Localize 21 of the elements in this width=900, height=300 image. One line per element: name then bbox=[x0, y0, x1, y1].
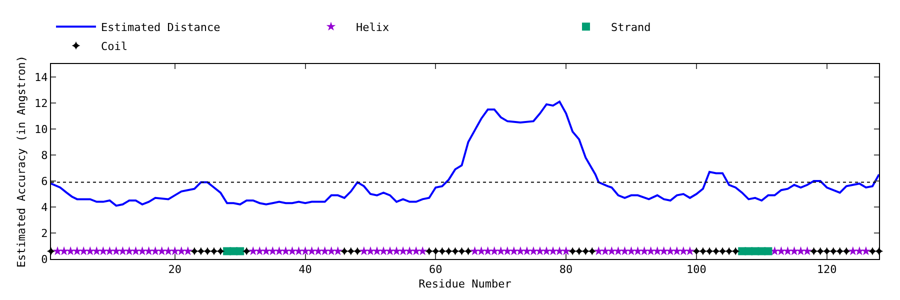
x-tick-label: 100 bbox=[686, 263, 706, 276]
y-tick-label: 2 bbox=[41, 226, 48, 240]
legend-label: Helix bbox=[356, 20, 390, 34]
y-tick-label: 6 bbox=[41, 174, 48, 188]
x-axis-title: Residue Number bbox=[418, 277, 512, 290]
x-tick-label: 40 bbox=[298, 263, 312, 276]
x-tick-label: 120 bbox=[816, 263, 837, 276]
legend-label: Coil bbox=[101, 40, 128, 53]
x-tick-label: 20 bbox=[168, 263, 182, 276]
y-tick-label: 14 bbox=[34, 70, 48, 84]
y-tick-label: 12 bbox=[34, 96, 48, 110]
legend-label: Estimated Distance bbox=[101, 20, 220, 34]
y-tick-label: 0 bbox=[41, 252, 48, 266]
y-tick-label: 10 bbox=[34, 122, 48, 136]
y-axis-title: Estimated Accuracy (in Angstron) bbox=[15, 56, 28, 268]
x-tick-label: 60 bbox=[429, 263, 442, 276]
legend-label: Strand bbox=[611, 20, 651, 34]
line-series bbox=[51, 100, 879, 207]
x-tick-label: 80 bbox=[559, 263, 573, 276]
y-tick-label: 8 bbox=[41, 148, 48, 162]
y-tick-label: 4 bbox=[41, 200, 48, 214]
